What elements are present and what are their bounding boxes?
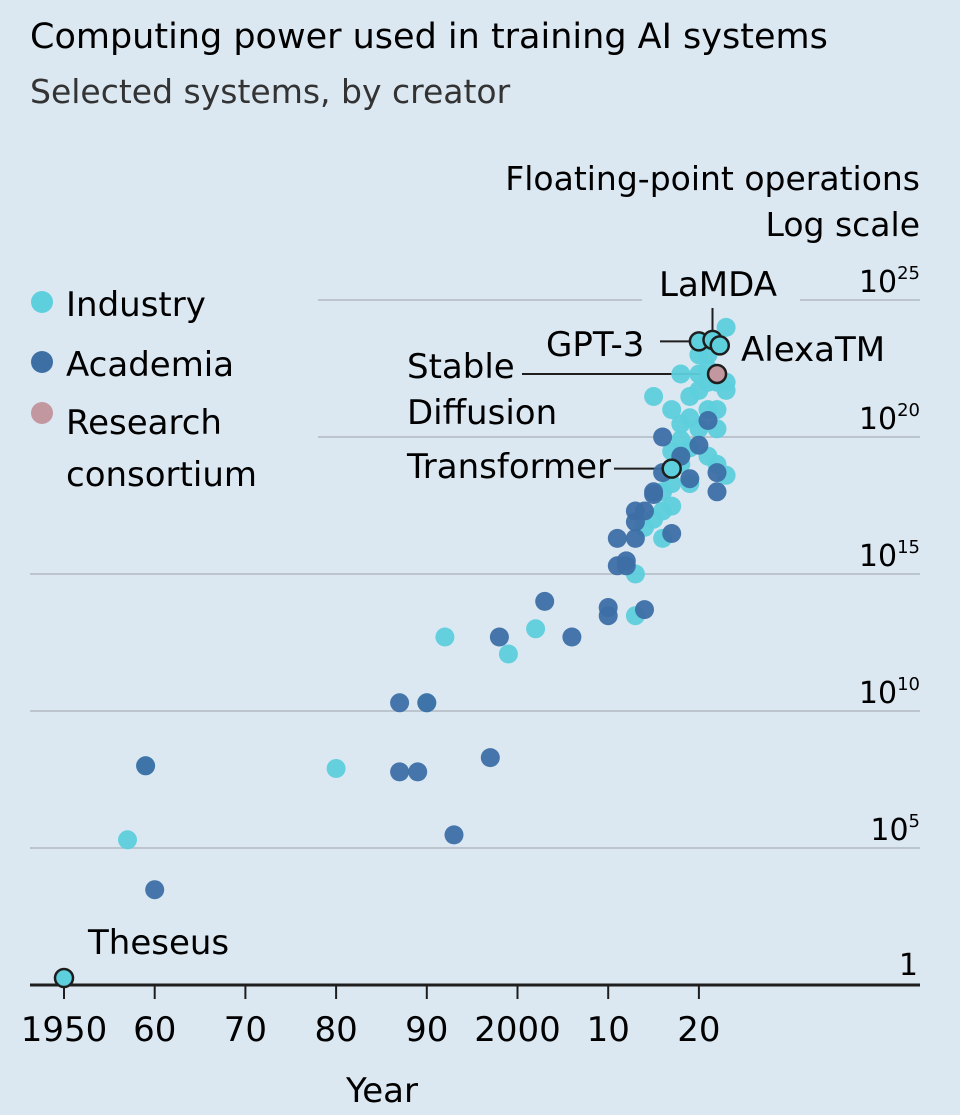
point-academia-16	[616, 551, 636, 571]
point-academia-7	[480, 748, 500, 768]
point-academia-21	[635, 501, 654, 521]
annotation-alexatm: AlexaTM	[741, 330, 885, 370]
y-tick-1e15: 1015	[859, 537, 920, 574]
point-academia-25	[662, 524, 682, 543]
point-academia-23	[644, 482, 664, 502]
point-industry-39	[716, 317, 736, 337]
annotated-point-theseus	[53, 967, 75, 989]
x-tick-2010: 10	[587, 1010, 630, 1050]
point-academia-5	[417, 693, 437, 713]
point-academia-12	[598, 598, 618, 617]
y-tick-1e25: 1025	[859, 263, 920, 300]
x-tick-2000: 2000	[474, 1010, 561, 1050]
y-scale-note: Log scale	[766, 205, 920, 244]
point-academia-27	[680, 469, 700, 489]
y-tick-1e10: 1010	[859, 674, 920, 711]
legend-swatch-industry	[31, 291, 53, 313]
point-industry-0	[118, 830, 137, 850]
annotated-point-alexatm	[709, 335, 731, 356]
x-tick-1960: 60	[133, 1010, 176, 1050]
point-academia-8	[489, 627, 509, 647]
annotation-transformer: Transformer	[406, 447, 611, 487]
annotated-point-stable-diffusion	[706, 363, 728, 385]
point-academia-31	[698, 411, 718, 430]
point-academia-6	[444, 825, 464, 845]
point-academia-3	[390, 762, 410, 782]
annotation-theseus: Theseus	[87, 923, 229, 963]
annotation-gpt-3: GPT-3	[546, 325, 644, 365]
x-tick-1980: 80	[314, 1010, 357, 1050]
x-tick-1950: 1950	[21, 1010, 108, 1050]
point-academia-29	[707, 463, 727, 483]
x-tick-1990: 90	[405, 1010, 448, 1050]
chart-subtitle: Selected systems, by creator	[30, 72, 511, 111]
point-academia-2	[390, 693, 410, 713]
legend-label-academia: Academia	[66, 345, 234, 385]
legend-swatch-academia	[31, 351, 53, 373]
point-academia-10	[562, 627, 582, 647]
point-industry-2	[326, 759, 346, 778]
annotation-stable-diffusion: Stable Diffusion	[407, 347, 557, 433]
annotation-lamda: LaMDA	[659, 265, 777, 305]
legend-label-industry: Industry	[66, 285, 206, 325]
point-industry-44	[671, 364, 691, 384]
point-industry-6	[526, 619, 546, 639]
legend: Industry Academia Research consortium	[31, 285, 257, 495]
point-academia-9	[535, 591, 555, 611]
point-academia-4	[408, 762, 428, 782]
legend-swatch-research-consortium	[31, 402, 53, 424]
y-tick-1e5: 105	[870, 811, 920, 848]
point-academia-1	[145, 880, 165, 900]
point-industry-4	[435, 627, 455, 647]
legend-label-research-consortium: Research consortium	[66, 403, 257, 495]
y-tick-1: 1	[899, 948, 918, 983]
y-tick-1e20: 1020	[859, 400, 920, 437]
gridlines: 105 1010 1015 1020 1025	[30, 263, 920, 849]
x-tick-1970: 70	[224, 1010, 267, 1050]
point-academia-18	[625, 528, 645, 548]
x-tick-2020: 20	[677, 1010, 720, 1050]
annotated-points	[53, 329, 731, 989]
point-industry-15	[662, 496, 682, 516]
point-academia-30	[707, 482, 727, 502]
point-academia-28	[689, 435, 709, 455]
x-axis: 1 1950 60 70 80 90 2000 10 20	[21, 948, 920, 1050]
x-axis-label: Year	[345, 1071, 418, 1111]
point-industry-41	[716, 380, 736, 400]
point-academia-32	[653, 427, 673, 447]
point-academia-0	[136, 756, 156, 776]
chart-title: Computing power used in training AI syst…	[30, 17, 828, 57]
y-axis-label: Floating-point operations	[505, 159, 920, 198]
point-academia-20	[635, 600, 654, 620]
point-industry-5	[498, 644, 518, 664]
point-industry-43	[644, 387, 664, 406]
point-academia-14	[607, 528, 627, 548]
point-industry-17	[662, 400, 682, 420]
annotated-point-transformer	[661, 458, 682, 479]
